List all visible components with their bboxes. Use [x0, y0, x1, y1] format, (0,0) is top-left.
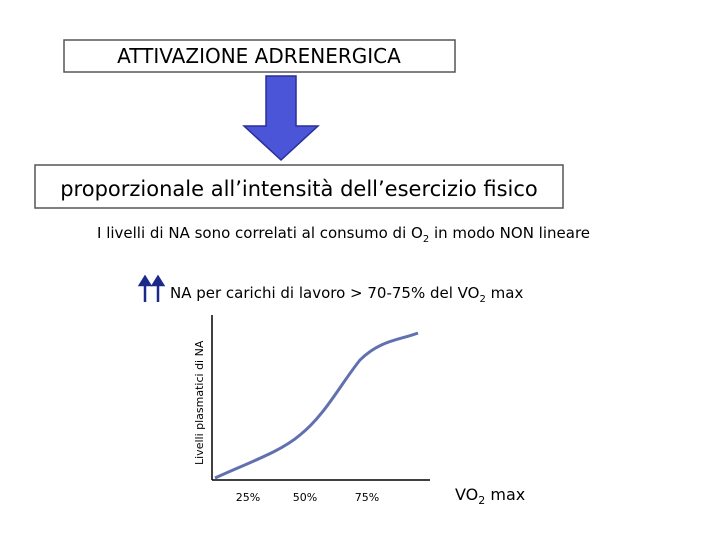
x-title-end: max [485, 485, 525, 504]
curve [214, 331, 419, 480]
x-title-text: VO [455, 485, 478, 504]
x-label: 75% [355, 491, 379, 504]
title-box [63, 39, 456, 73]
note: I livelli di NA sono correlati al consum… [97, 224, 590, 245]
highlight: NA per carichi di lavoro > 70-75% del VO… [170, 284, 523, 305]
x-title: VO2 max [455, 485, 525, 507]
highlight-sub: 2 [480, 294, 486, 305]
y-axis-label: Livelli plasmatici di NA [193, 340, 206, 465]
x-label: 50% [293, 491, 317, 504]
title: ATTIVAZIONE ADRENERGICA [117, 44, 401, 68]
statement-box [34, 164, 564, 209]
statement: proporzionale all’intensità dell’eserciz… [60, 177, 538, 201]
down-arrow [242, 75, 320, 162]
x-label: 25% [236, 491, 260, 504]
up-arrows [137, 274, 166, 302]
highlight-text-end: max [486, 284, 524, 302]
note-text: I livelli di NA sono correlati al consum… [97, 224, 423, 242]
highlight-text: NA per carichi di lavoro > 70-75% del VO [170, 284, 480, 302]
x-title-sub: 2 [478, 494, 485, 507]
note-text-end: in modo NON lineare [429, 224, 590, 242]
note-sub: 2 [423, 234, 429, 245]
